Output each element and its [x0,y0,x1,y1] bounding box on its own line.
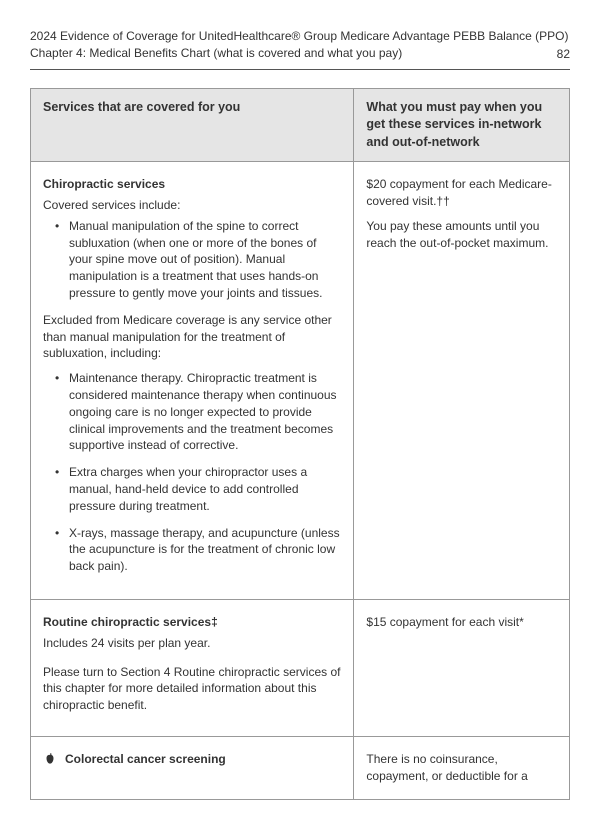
service-title: Chiropractic services [43,176,341,193]
service-title: Routine chiropractic services‡ [43,614,341,631]
table-row: Chiropractic services Covered services i… [31,162,570,600]
cost-text: There is no coinsurance, copayment, or d… [366,751,557,785]
benefits-table: Services that are covered for you What y… [30,88,570,800]
list-item: Maintenance therapy. Chiropractic treatm… [61,370,341,454]
col-header-services: Services that are covered for you [31,88,354,162]
page-number: 82 [557,46,570,63]
service-title: Colorectal cancer screening [65,751,226,768]
service-subtitle: Includes 24 visits per plan year. [43,635,341,652]
list-item: X-rays, massage therapy, and acupuncture… [61,525,341,575]
cost-cell: There is no coinsurance, copayment, or d… [354,737,570,800]
cost-text: $20 copayment for each Medicare-covered … [366,176,557,210]
table-row: Routine chiropractic services‡ Includes … [31,600,570,737]
cost-text: $15 copayment for each visit* [366,614,557,631]
paragraph: Please turn to Section 4 Routine chiropr… [43,664,341,714]
col-header-cost: What you must pay when you get these ser… [354,88,570,162]
cost-text: You pay these amounts until you reach th… [366,218,557,252]
table-row: Colorectal cancer screening There is no … [31,737,570,800]
service-cell: Routine chiropractic services‡ Includes … [31,600,354,737]
header-rule [30,69,570,70]
service-cell: Colorectal cancer screening [31,737,354,800]
list-item: Manual manipulation of the spine to corr… [61,218,341,302]
bullet-list: Manual manipulation of the spine to corr… [43,218,341,302]
cost-cell: $20 copayment for each Medicare-covered … [354,162,570,600]
header-line1: 2024 Evidence of Coverage for UnitedHeal… [30,28,570,45]
list-item: Extra charges when your chiropractor use… [61,464,341,514]
bullet-list: Maintenance therapy. Chiropractic treatm… [43,370,341,575]
service-cell: Chiropractic services Covered services i… [31,162,354,600]
paragraph: Excluded from Medicare coverage is any s… [43,312,341,362]
service-subtitle: Covered services include: [43,197,341,214]
header-line2: Chapter 4: Medical Benefits Chart (what … [30,45,402,62]
apple-icon [43,752,57,766]
document-header: 2024 Evidence of Coverage for UnitedHeal… [30,28,570,63]
cost-cell: $15 copayment for each visit* [354,600,570,737]
